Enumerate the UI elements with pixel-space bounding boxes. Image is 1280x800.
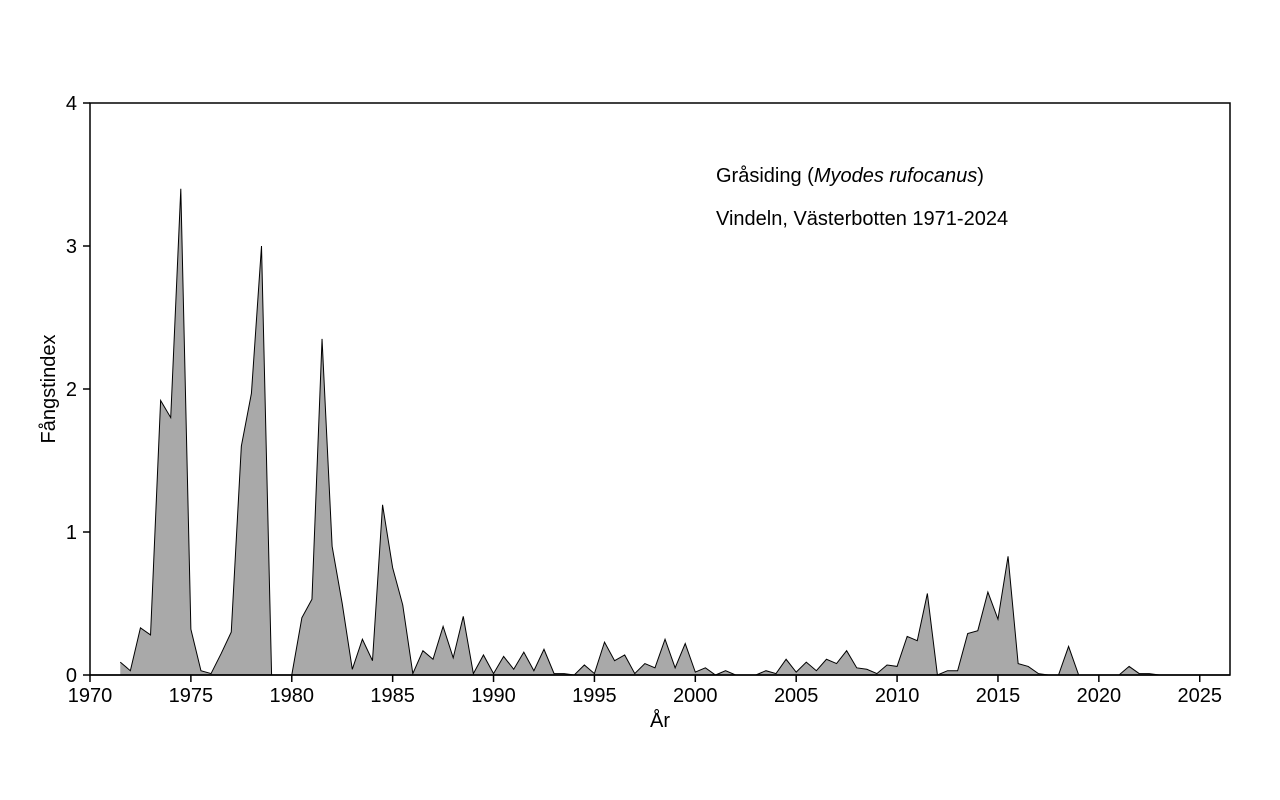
annotation-species: Gråsiding (Myodes rufocanus) — [716, 165, 984, 187]
y-tick-label: 1 — [66, 522, 77, 544]
chart-marks — [119, 188, 1190, 676]
x-tick-label: 1975 — [169, 685, 214, 707]
x-tick-label: 1995 — [572, 685, 617, 707]
x-tick-label: 2015 — [976, 685, 1021, 707]
y-tick-label: 2 — [66, 379, 77, 401]
series-area — [120, 188, 1190, 676]
y-axis-title: Fångstindex — [38, 335, 60, 444]
annotation-species-latin: Myodes rufocanus — [814, 165, 977, 187]
x-tick-label: 2010 — [875, 685, 920, 707]
series-line — [119, 188, 1190, 676]
x-tick-label: 1990 — [471, 685, 516, 707]
y-tick-label: 4 — [66, 93, 77, 115]
x-tick-label: 1985 — [370, 685, 415, 707]
y-axis: 0 1 2 3 4 — [66, 93, 90, 687]
annotation-location: Vindeln, Västerbotten 1971-2024 — [716, 208, 1008, 230]
y-tick-label: 0 — [66, 665, 77, 687]
y-tick-label: 3 — [66, 236, 77, 258]
x-tick-label: 2000 — [673, 685, 718, 707]
x-axis-title: År — [650, 709, 670, 732]
x-tick-label: 2005 — [774, 685, 819, 707]
x-tick-label: 1970 — [68, 685, 113, 707]
x-tick-label: 2025 — [1177, 685, 1222, 707]
x-tick-label: 1980 — [270, 685, 315, 707]
x-axis: 1970 1975 1980 1985 1990 1995 2000 2005 2010 2015… — [68, 674, 1230, 707]
annotation-species-prefix: Gråsiding ( — [716, 165, 814, 187]
x-tick-label: 2020 — [1077, 685, 1122, 707]
annotation-species-suffix: ) — [977, 165, 984, 187]
